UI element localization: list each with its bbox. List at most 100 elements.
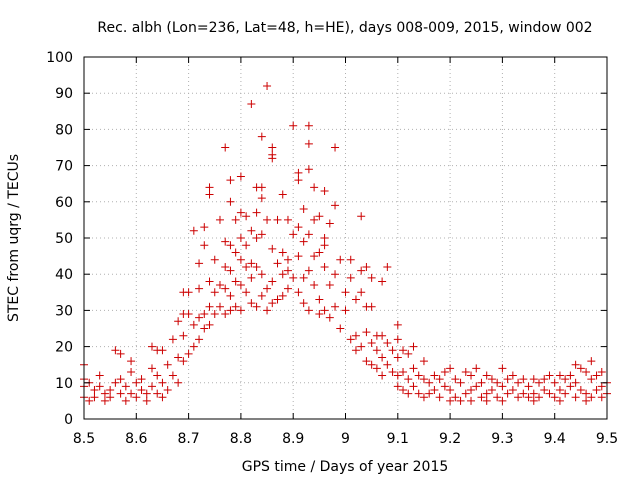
data-point — [268, 277, 277, 286]
data-point — [289, 121, 298, 130]
data-point — [168, 371, 177, 380]
x-tick-label: 8.9 — [282, 431, 304, 447]
data-point — [205, 320, 214, 329]
data-point — [215, 302, 224, 311]
data-point — [278, 291, 287, 300]
data-point — [550, 378, 559, 387]
data-point — [310, 183, 319, 192]
y-axis-title: STEC from uqrg / TECUs — [6, 154, 22, 322]
data-point — [508, 371, 517, 380]
x-tick-label: 9 — [341, 431, 350, 447]
y-tick-label: 40 — [55, 267, 73, 283]
data-point — [451, 375, 460, 384]
data-point — [362, 357, 371, 366]
data-point — [571, 378, 580, 387]
data-point — [571, 360, 580, 369]
data-point — [289, 230, 298, 239]
data-point — [116, 375, 125, 384]
data-point — [540, 386, 549, 395]
data-point — [315, 310, 324, 319]
data-point — [409, 364, 418, 373]
data-point — [268, 299, 277, 308]
y-tick-label: 50 — [55, 231, 73, 247]
x-tick-label: 9.4 — [544, 431, 566, 447]
data-point — [592, 386, 601, 395]
data-point — [597, 367, 606, 376]
data-point — [210, 255, 219, 264]
data-point — [519, 375, 528, 384]
data-point — [221, 262, 230, 271]
data-point — [524, 382, 533, 391]
data-point — [435, 393, 444, 402]
data-point — [514, 393, 523, 402]
data-point — [242, 288, 251, 297]
y-tick-label: 10 — [55, 376, 73, 392]
data-point — [482, 396, 491, 405]
data-point — [331, 270, 340, 279]
data-point — [597, 382, 606, 391]
data-point — [221, 237, 230, 246]
data-point — [278, 248, 287, 257]
data-point — [127, 367, 136, 376]
y-tick-label: 90 — [55, 86, 73, 102]
data-point — [106, 386, 115, 395]
data-point — [409, 382, 418, 391]
data-point — [576, 386, 585, 395]
data-point — [519, 389, 528, 398]
data-point — [524, 393, 533, 402]
data-point — [142, 389, 151, 398]
data-point — [215, 281, 224, 290]
data-point — [351, 331, 360, 340]
data-point — [404, 389, 413, 398]
data-point — [331, 201, 340, 210]
data-point — [268, 143, 277, 152]
data-point — [184, 288, 193, 297]
data-point — [283, 284, 292, 293]
data-point — [446, 396, 455, 405]
data-point — [378, 277, 387, 286]
data-point — [383, 360, 392, 369]
data-point — [106, 393, 115, 402]
data-point — [247, 299, 256, 308]
data-point — [236, 234, 245, 242]
data-point — [137, 375, 146, 384]
data-point — [195, 313, 204, 322]
data-point — [273, 295, 282, 304]
data-point — [493, 393, 502, 402]
data-point — [226, 176, 235, 185]
data-point — [278, 270, 287, 279]
data-point — [487, 375, 496, 384]
data-point — [263, 215, 272, 224]
data-point — [236, 208, 245, 217]
data-point — [472, 382, 481, 391]
data-point — [163, 386, 172, 395]
data-point — [320, 241, 329, 250]
data-point — [221, 310, 230, 319]
data-point — [226, 197, 235, 206]
data-point — [231, 248, 240, 257]
data-point — [189, 320, 198, 329]
data-point — [540, 375, 549, 384]
data-point — [482, 389, 491, 398]
data-point — [561, 375, 570, 384]
y-tick-label: 100 — [46, 50, 73, 66]
data-point — [174, 317, 183, 326]
data-point — [440, 382, 449, 391]
data-point — [357, 342, 366, 351]
data-point — [529, 396, 538, 405]
data-point — [278, 190, 287, 199]
data-point — [555, 396, 564, 405]
data-point — [399, 367, 408, 376]
data-point — [419, 357, 428, 366]
data-point — [467, 371, 476, 380]
data-point — [446, 364, 455, 373]
data-point — [582, 367, 591, 376]
data-point — [550, 393, 559, 402]
data-point — [351, 295, 360, 304]
y-tick-label: 0 — [64, 412, 73, 428]
data-point — [393, 382, 402, 391]
x-tick-label: 9.1 — [387, 431, 409, 447]
data-point — [226, 306, 235, 315]
data-point — [174, 378, 183, 387]
